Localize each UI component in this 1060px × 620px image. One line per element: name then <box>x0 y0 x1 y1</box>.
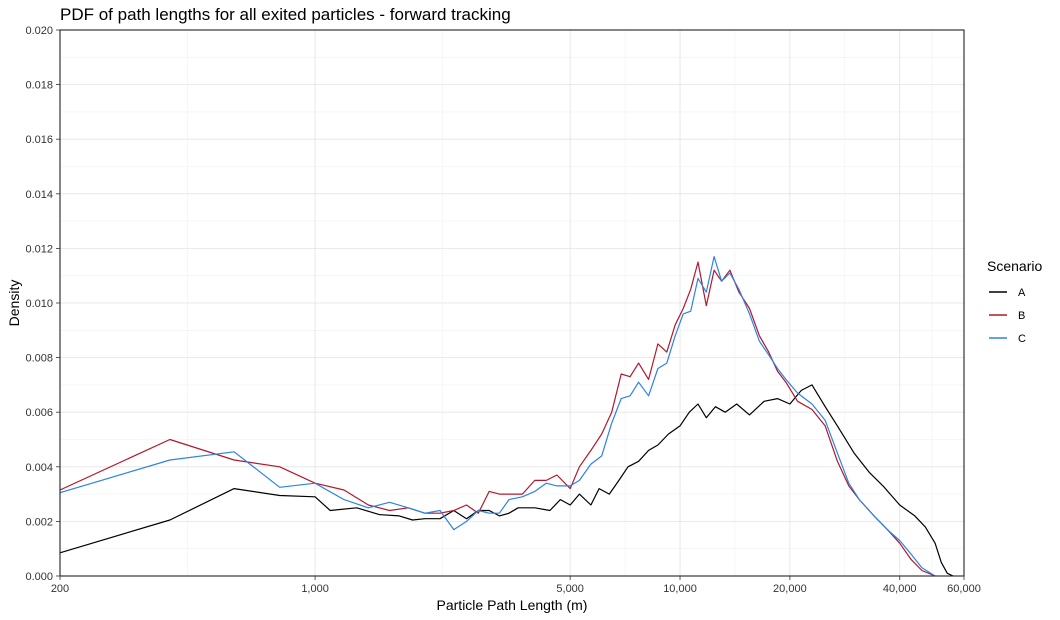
legend: Scenario ABC <box>987 258 1042 345</box>
legend-label-b: B <box>1018 310 1025 322</box>
legend-label-c: C <box>1018 333 1026 345</box>
y-tick-label: 0.004 <box>25 462 53 474</box>
y-axis: 0.000 0.002 0.004 0.006 0.008 0.010 0.012 0.014… <box>25 25 60 583</box>
x-tick-label: 40,000 <box>883 583 917 595</box>
legend-label-a: A <box>1018 287 1026 299</box>
chart-title: PDF of path lengths for all exited parti… <box>60 5 511 24</box>
y-tick-label: 0.016 <box>25 134 53 146</box>
x-tick-label: 200 <box>51 583 69 595</box>
y-tick-label: 0.020 <box>25 25 53 37</box>
y-axis-title: Density <box>6 280 22 327</box>
x-tick-label: 20,000 <box>773 583 807 595</box>
series-line-b <box>59 261 936 577</box>
x-tick-label: 1,000 <box>301 583 329 595</box>
x-axis-title: Particle Path Length (m) <box>437 597 588 613</box>
x-axis: 200 1,000 5,000 10,000 20,000 40,000 60,000 <box>51 576 981 595</box>
y-tick-label: 0.002 <box>25 516 53 528</box>
y-tick-label: 0.006 <box>25 407 53 419</box>
series-line-a <box>59 384 954 577</box>
series-lines <box>59 256 954 577</box>
y-tick-label: 0.010 <box>25 298 53 310</box>
series-line-c <box>59 256 936 577</box>
x-tick-label: 10,000 <box>663 583 697 595</box>
y-tick-label: 0.000 <box>25 571 53 583</box>
x-tick-label: 5,000 <box>556 583 584 595</box>
y-tick-label: 0.008 <box>25 353 53 365</box>
x-tick-label: 60,000 <box>947 583 981 595</box>
y-tick-label: 0.012 <box>25 243 53 255</box>
y-tick-label: 0.018 <box>25 80 53 92</box>
legend-title: Scenario <box>987 258 1042 274</box>
y-tick-label: 0.014 <box>25 189 53 201</box>
